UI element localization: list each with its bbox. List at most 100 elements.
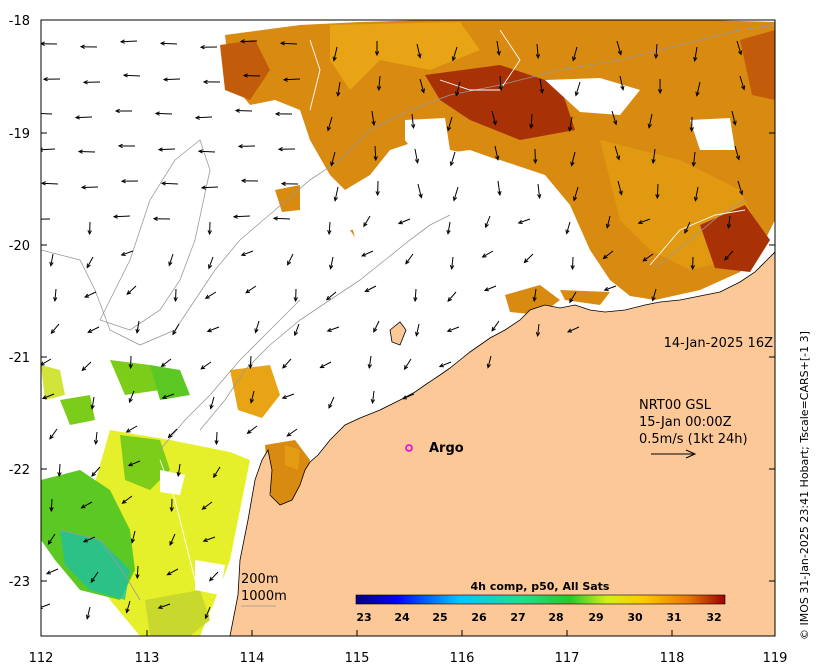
current-vector-head: [403, 365, 409, 371]
cb-tick-25: 25: [432, 611, 447, 624]
current-vector-head: [82, 80, 88, 85]
current-vector-head: [486, 363, 491, 369]
current-vector-head: [41, 361, 45, 366]
current-vector-head: [234, 108, 240, 113]
current-vector-head: [495, 155, 500, 161]
current-vector: [198, 150, 216, 153]
current-vector-head: [159, 41, 165, 46]
current-vector-head: [86, 263, 91, 269]
current-vector-head: [248, 364, 253, 370]
current-vector: [330, 256, 334, 269]
current-vector: [450, 151, 456, 166]
current-vector-head: [449, 161, 454, 167]
current-vector-head: [367, 363, 373, 370]
current-vector-head: [603, 286, 609, 291]
current-vector: [205, 291, 217, 299]
current-vector-head: [363, 222, 368, 228]
current-vector: [207, 326, 220, 332]
current-vector-head: [57, 472, 62, 478]
cb-tick-28: 28: [548, 611, 563, 624]
current-vector-head: [277, 146, 283, 152]
current-vector-head: [496, 50, 501, 56]
current-vector-head: [80, 504, 86, 509]
current-vector-head: [167, 433, 173, 439]
colorbar-gradient: [355, 594, 726, 605]
current-vector-head: [738, 50, 743, 56]
current-vector: [536, 43, 539, 58]
current-vector-head: [602, 254, 608, 260]
current-vector-head: [420, 88, 425, 94]
current-vector: [90, 571, 99, 583]
current-vector-head: [125, 428, 131, 433]
current-vector: [50, 253, 54, 266]
current-vector-head: [206, 328, 212, 333]
current-vector-head: [286, 432, 292, 437]
current-vector-head: [207, 230, 212, 236]
current-scale-label: 0.5m/s (1kt 24h): [639, 432, 748, 447]
current-vector: [162, 393, 175, 399]
current-vector: [734, 145, 740, 160]
current-vector: [168, 428, 178, 438]
current-vector: [692, 151, 696, 166]
current-vector: [736, 40, 742, 55]
current-vector-head: [41, 41, 45, 46]
current-vector-head: [455, 91, 460, 97]
current-vector-head: [498, 86, 504, 92]
current-vector-head: [154, 111, 160, 116]
current-vector-head: [327, 230, 332, 236]
current-vector-head: [326, 327, 332, 332]
current-vector: [81, 186, 99, 188]
current-vector-head: [484, 223, 489, 229]
current-vector: [320, 361, 332, 369]
current-vector: [330, 151, 336, 166]
cb-tick-29: 29: [588, 611, 603, 624]
current-vector-head: [570, 161, 575, 167]
current-vector-head: [647, 123, 652, 129]
current-vector: [168, 253, 174, 266]
current-vector-head: [414, 158, 420, 164]
colorbar-title: 4h comp, p50, All Sats: [471, 580, 610, 593]
current-vector: [497, 180, 501, 195]
current-vector: [50, 498, 53, 512]
current-vector-head: [325, 295, 331, 301]
current-vector: [327, 116, 333, 131]
current-vector-head: [79, 44, 85, 49]
current-vector-head: [239, 39, 245, 44]
current-vector: [41, 182, 59, 185]
current-vector: [113, 215, 131, 218]
current-vector-head: [168, 261, 173, 267]
current-vector-head: [642, 257, 648, 262]
current-vector-head: [130, 538, 135, 544]
current-vector: [573, 186, 579, 201]
current-vector: [215, 431, 218, 445]
current-vector-head: [45, 570, 51, 575]
current-vector: [326, 291, 337, 301]
credit-text: © IMOS 31-Jan-2025 23:41 Hobart; Tscale=…: [798, 331, 811, 640]
current-vector-head: [446, 126, 452, 132]
sst-hot-patches: [220, 30, 775, 272]
current-vector: [439, 361, 452, 368]
current-vector-head: [287, 260, 292, 266]
current-vector-head: [483, 287, 489, 292]
current-vector-head: [449, 265, 455, 271]
current-vector-head: [173, 297, 178, 303]
current-vector-head: [199, 44, 205, 50]
current-vector: [86, 256, 94, 268]
current-vector-head: [572, 196, 578, 202]
current-vector-head: [410, 124, 416, 130]
y-tick-22: -22: [9, 463, 30, 478]
current-vector-head: [332, 56, 337, 62]
current-vector-head: [176, 471, 181, 478]
current-vector-head: [481, 253, 487, 258]
current-vector: [273, 217, 291, 220]
current-vector: [235, 110, 253, 112]
current-vector-head: [41, 181, 46, 186]
current-vector-head: [326, 126, 332, 132]
current-vector-head: [77, 149, 83, 154]
current-vector-head: [446, 327, 452, 333]
current-vector: [50, 323, 60, 334]
current-vector: [163, 78, 181, 81]
current-vector-head: [401, 395, 408, 400]
current-vector-head: [613, 120, 618, 126]
current-vector: [327, 326, 340, 332]
